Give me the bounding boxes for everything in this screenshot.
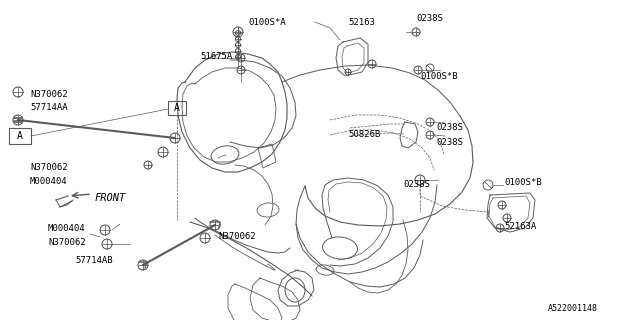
- Text: N370062: N370062: [30, 163, 68, 172]
- Text: M000404: M000404: [30, 177, 68, 186]
- Bar: [168, 101, 186, 115]
- Bar: [9, 128, 31, 144]
- Text: 0238S: 0238S: [416, 14, 443, 23]
- Text: 0238S: 0238S: [403, 180, 430, 189]
- Text: 0100S*B: 0100S*B: [504, 178, 541, 187]
- Text: A522001148: A522001148: [548, 304, 598, 313]
- Text: 0100S*B: 0100S*B: [420, 72, 458, 81]
- Text: A: A: [17, 131, 23, 141]
- Text: FRONT: FRONT: [95, 193, 126, 203]
- Text: 0100S*A: 0100S*A: [248, 18, 285, 27]
- Text: 57714AB: 57714AB: [75, 256, 113, 265]
- Text: N370062: N370062: [48, 238, 86, 247]
- Text: N370062: N370062: [30, 90, 68, 99]
- Text: N370062: N370062: [218, 232, 255, 241]
- Text: M000404: M000404: [48, 224, 86, 233]
- Text: 0238S: 0238S: [436, 138, 463, 147]
- Text: 57714AA: 57714AA: [30, 103, 68, 112]
- Text: A: A: [174, 103, 180, 113]
- Text: 52163A: 52163A: [504, 222, 536, 231]
- Text: 0238S: 0238S: [436, 123, 463, 132]
- Text: 52163: 52163: [348, 18, 375, 27]
- Text: 50826B: 50826B: [348, 130, 380, 139]
- Text: 51675A: 51675A: [200, 52, 232, 61]
